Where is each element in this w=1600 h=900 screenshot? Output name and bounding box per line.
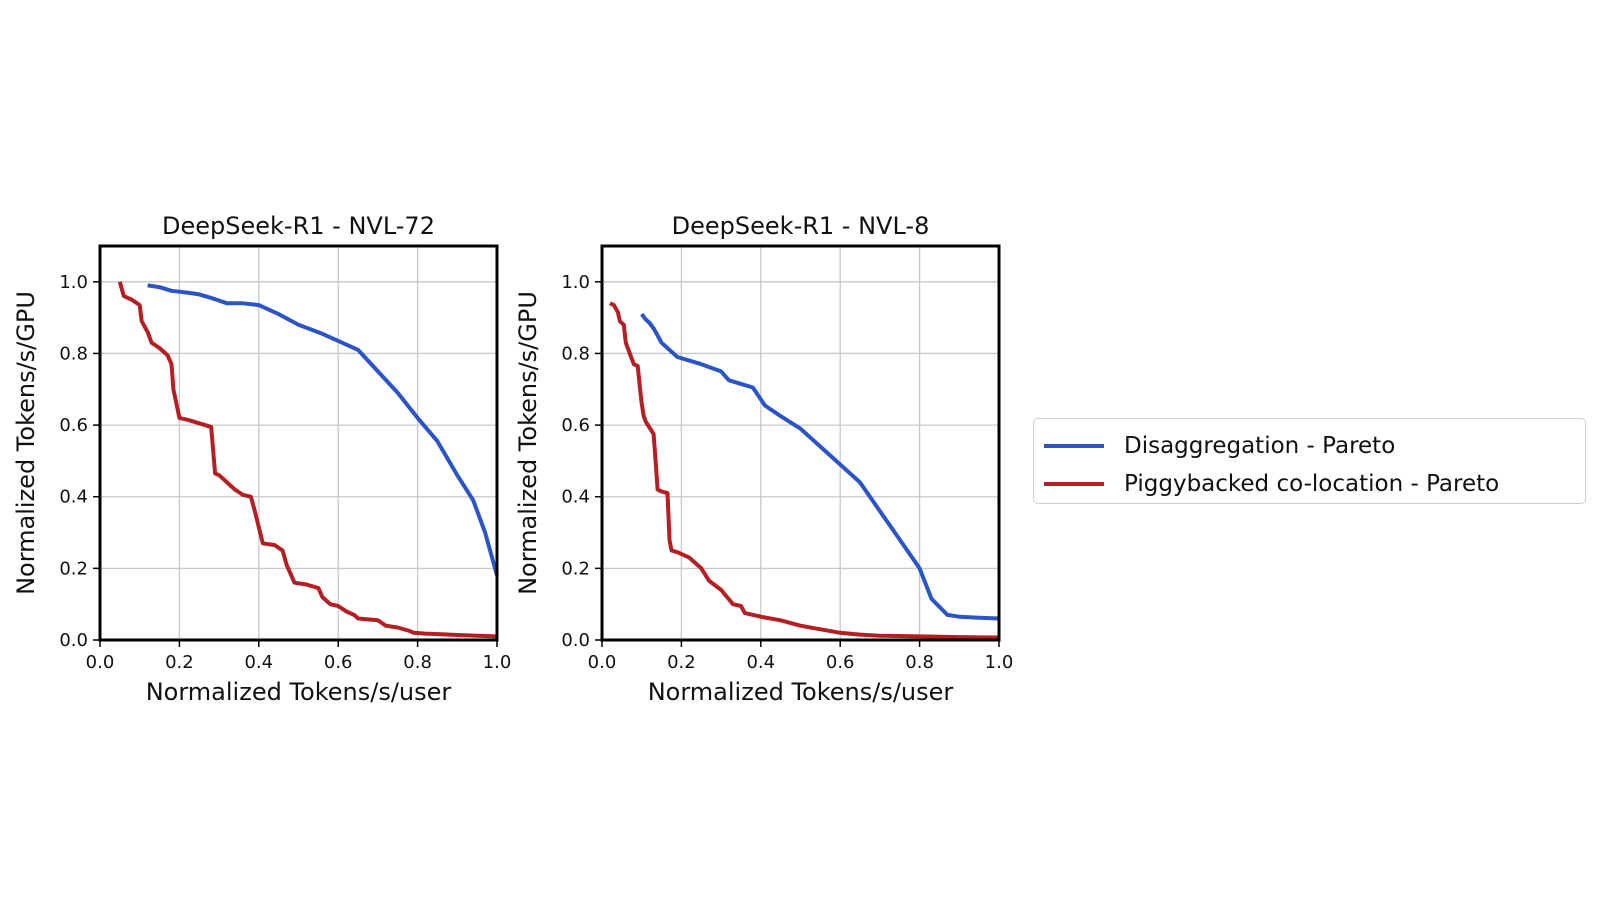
y-tick-label: 0.2 (59, 558, 88, 579)
x-tick-label: 0.2 (165, 652, 194, 673)
chart-title: DeepSeek-R1 - NVL-72 (162, 212, 435, 240)
legend-item-piggybacked: Piggybacked co-location - Pareto (1044, 469, 1499, 499)
legend-swatch-disaggregation (1044, 444, 1104, 448)
series-line-disaggregation (640, 312, 1000, 621)
x-tick-label: 1.0 (483, 652, 512, 673)
x-tick-label: 0.8 (905, 652, 934, 673)
plot-frame (600, 244, 1001, 642)
y-axis-label: Normalized Tokens/s/GPU (514, 291, 542, 595)
y-tick-label: 0.4 (59, 487, 88, 508)
legend-swatch-piggybacked (1044, 482, 1104, 486)
series-line-piggybacked (609, 301, 1000, 640)
y-tick-label: 0.6 (59, 415, 88, 436)
x-tick-label: 0.0 (86, 652, 115, 673)
x-tick-label: 0.4 (746, 652, 775, 673)
x-axis-label: Normalized Tokens/s/user (648, 678, 954, 706)
y-tick-label: 0.4 (561, 487, 590, 508)
y-tick-label: 0.0 (561, 630, 590, 651)
x-tick-label: 0.4 (244, 652, 273, 673)
plot-frame (98, 244, 499, 642)
y-axis-label: Normalized Tokens/s/GPU (12, 291, 40, 595)
series-line-disaggregation (147, 283, 499, 577)
chart-title: DeepSeek-R1 - NVL-8 (672, 212, 930, 240)
legend-item-disaggregation: Disaggregation - Pareto (1044, 431, 1395, 461)
chart-panel-nvl72: 0.0 0.2 0.4 0.6 0.8 1.0 0.0 0.2 0.4 0.6 0.8 1.0 Deep… (12, 212, 511, 706)
y-tick-label: 0.0 (59, 630, 88, 651)
y-tick-label: 0.6 (561, 415, 590, 436)
y-tick-label: 1.0 (561, 272, 590, 293)
y-tick-label: 0.2 (561, 558, 590, 579)
legend-label-disaggregation: Disaggregation - Pareto (1124, 433, 1396, 459)
x-tick-label: 1.0 (985, 652, 1014, 673)
x-tick-label: 0.2 (667, 652, 696, 673)
x-tick-label: 0.6 (826, 652, 855, 673)
legend-label-piggybacked: Piggybacked co-location - Pareto (1124, 471, 1500, 497)
x-tick-label: 0.8 (403, 652, 432, 673)
x-tick-label: 0.0 (588, 652, 617, 673)
x-axis-label: Normalized Tokens/s/user (146, 678, 452, 706)
series-line-piggybacked (117, 281, 498, 639)
y-tick-label: 0.8 (561, 343, 590, 364)
y-tick-label: 0.8 (59, 343, 88, 364)
y-tick-label: 1.0 (59, 272, 88, 293)
x-tick-label: 0.6 (324, 652, 353, 673)
legend: Disaggregation - Pareto Piggybacked co-l… (1033, 418, 1586, 504)
chart-panel-nvl8: 0.0 0.2 0.4 0.6 0.8 1.0 0.0 0.2 0.4 0.6 0.8 1.0 Deep… (514, 212, 1013, 706)
